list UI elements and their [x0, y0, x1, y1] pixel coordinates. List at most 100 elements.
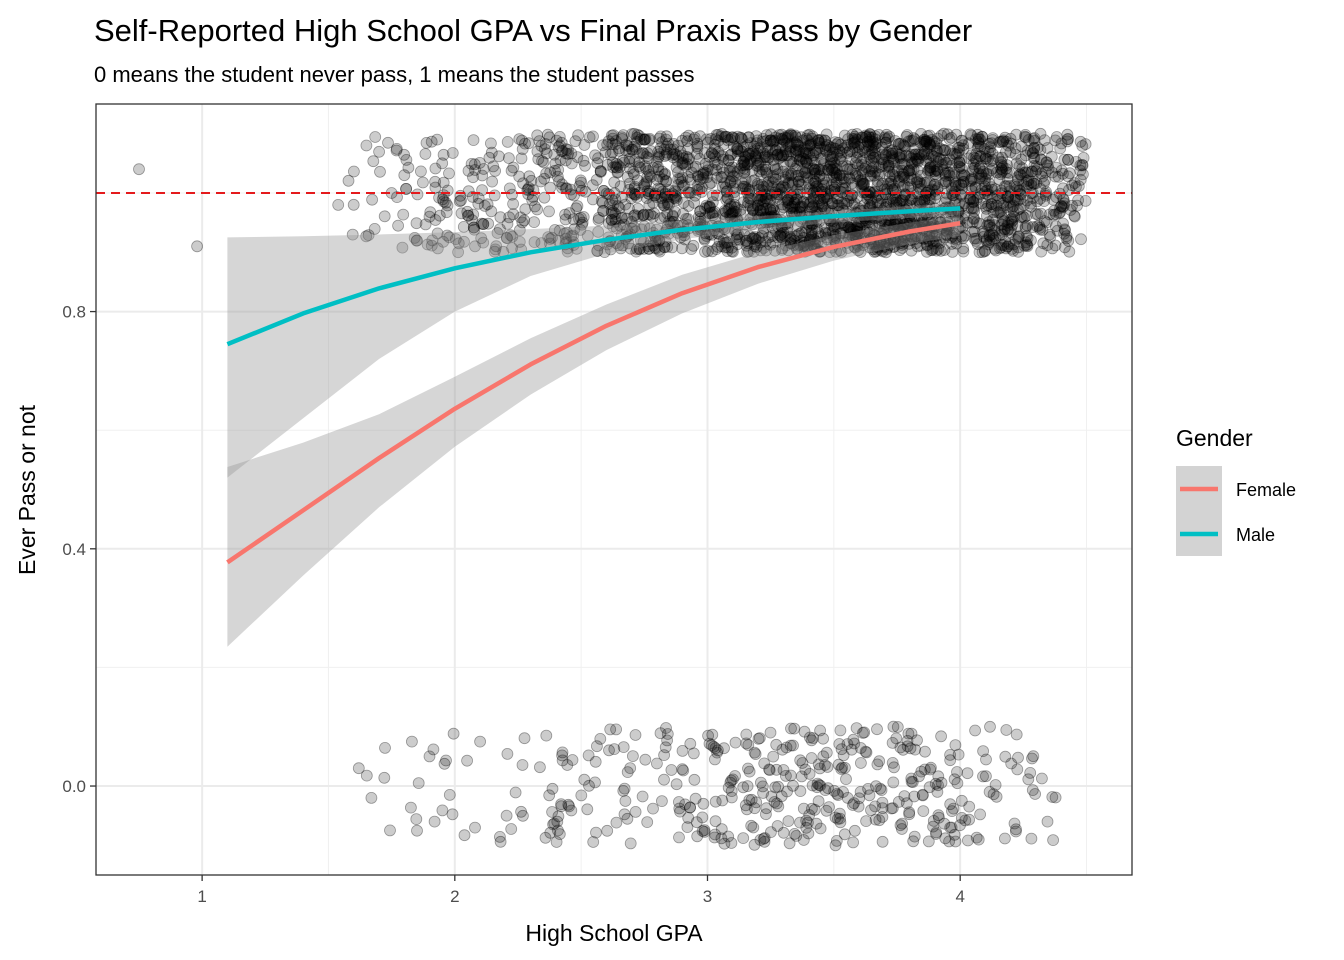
- data-point: [717, 138, 730, 151]
- data-point: [714, 149, 727, 162]
- data-point: [858, 141, 871, 154]
- data-point: [484, 137, 497, 150]
- data-point: [976, 172, 988, 185]
- data-point: [829, 136, 842, 149]
- data-point: [984, 141, 997, 154]
- data-point: [709, 815, 722, 828]
- data-point: [706, 196, 719, 209]
- data-point: [979, 180, 991, 193]
- data-point: [702, 200, 714, 213]
- data-point: [501, 217, 514, 230]
- data-point: [811, 777, 824, 790]
- data-point: [669, 185, 682, 198]
- data-point: [513, 170, 526, 183]
- data-point: [848, 134, 861, 147]
- data-point: [670, 161, 683, 174]
- data-point: [961, 216, 974, 229]
- data-point: [791, 159, 804, 172]
- data-point: [797, 146, 810, 159]
- data-point: [1068, 209, 1081, 222]
- data-point: [536, 155, 548, 167]
- data-point: [755, 193, 768, 206]
- data-point: [808, 167, 821, 180]
- data-point: [828, 166, 841, 179]
- data-point: [731, 166, 744, 178]
- data-point: [1028, 134, 1041, 147]
- data-point: [596, 196, 609, 209]
- data-point: [594, 733, 607, 745]
- data-point: [466, 214, 479, 227]
- data-point: [554, 139, 566, 152]
- data-point: [661, 190, 674, 203]
- data-point: [896, 157, 909, 170]
- data-point: [836, 143, 849, 155]
- data-point: [737, 196, 750, 209]
- data-point: [570, 202, 583, 215]
- data-point: [599, 146, 612, 159]
- data-point: [737, 155, 750, 168]
- data-point: [666, 188, 679, 201]
- data-point: [892, 138, 905, 151]
- data-point: [472, 197, 485, 210]
- data-point: [702, 245, 714, 257]
- data-point: [842, 133, 854, 146]
- data-point: [1008, 210, 1020, 223]
- data-point: [760, 188, 773, 201]
- data-point: [709, 795, 722, 808]
- data-point: [1012, 203, 1024, 216]
- data-point: [631, 128, 644, 141]
- data-point: [931, 163, 943, 176]
- data-point: [816, 197, 829, 210]
- data-point: [467, 134, 480, 147]
- data-point: [862, 130, 875, 143]
- data-point: [429, 175, 442, 188]
- data-point: [967, 165, 979, 178]
- data-point: [768, 204, 780, 217]
- data-point: [752, 199, 765, 212]
- data-point: [647, 196, 660, 209]
- data-point: [997, 135, 1009, 148]
- data-point: [681, 158, 694, 171]
- data-point: [819, 228, 832, 240]
- data-point: [882, 132, 894, 145]
- data-point: [654, 727, 667, 740]
- data-point: [928, 140, 941, 153]
- data-point: [1021, 219, 1034, 232]
- data-point: [985, 234, 997, 247]
- data-point: [575, 176, 588, 189]
- data-point: [926, 213, 938, 226]
- data-point: [461, 754, 474, 767]
- data-point: [835, 173, 848, 186]
- data-point: [972, 191, 984, 204]
- data-point: [879, 149, 892, 162]
- data-point: [964, 175, 977, 188]
- data-point: [935, 244, 947, 257]
- data-point: [473, 156, 486, 169]
- data-point: [653, 132, 666, 145]
- data-point: [905, 134, 917, 147]
- data-point: [684, 737, 697, 750]
- data-point: [589, 776, 601, 789]
- data-point: [881, 221, 894, 234]
- data-point: [1003, 180, 1016, 192]
- data-point: [882, 146, 895, 159]
- data-point: [754, 203, 767, 216]
- data-point: [433, 209, 446, 222]
- data-point: [928, 165, 941, 178]
- data-point: [750, 159, 763, 172]
- data-point: [431, 133, 444, 146]
- data-point: [392, 219, 405, 232]
- data-point: [985, 198, 998, 211]
- data-point: [757, 195, 770, 208]
- data-point: [755, 141, 767, 154]
- data-point: [575, 789, 588, 802]
- data-point: [647, 802, 659, 815]
- data-point: [823, 801, 835, 813]
- data-point: [641, 816, 654, 828]
- data-point: [734, 204, 747, 216]
- data-point: [955, 178, 967, 191]
- data-point: [665, 217, 677, 230]
- data-point: [935, 730, 947, 743]
- data-point: [754, 834, 767, 846]
- data-point: [851, 128, 863, 140]
